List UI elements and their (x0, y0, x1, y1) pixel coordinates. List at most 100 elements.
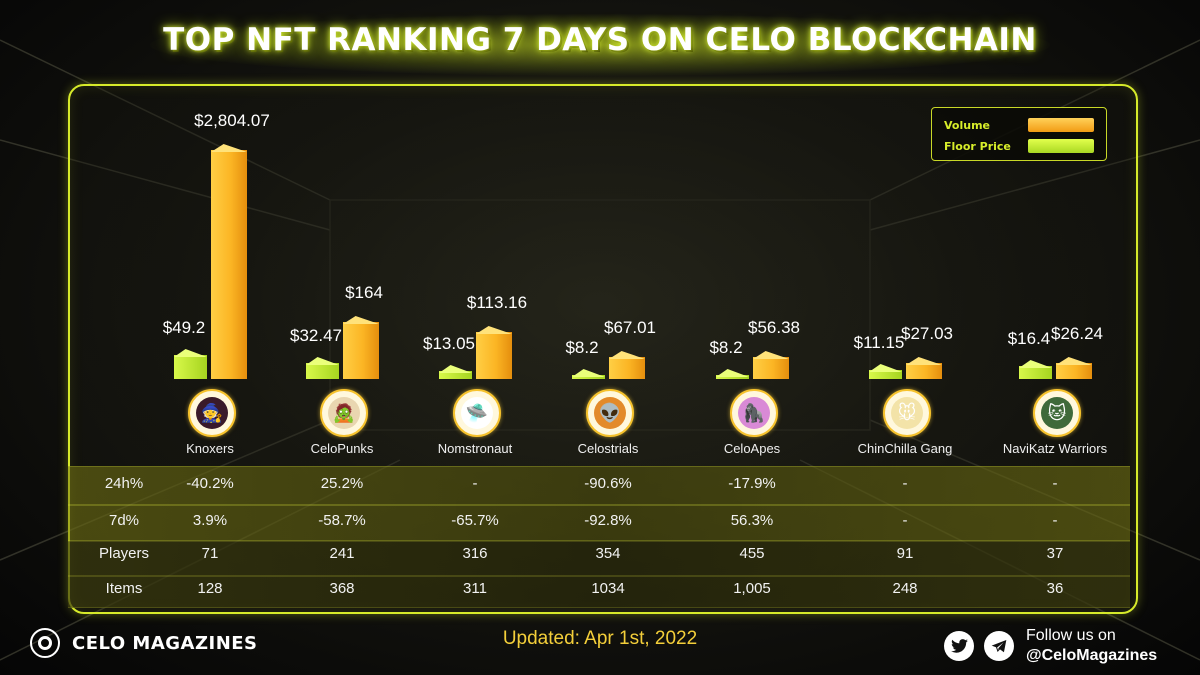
table-cell: -92.8% (584, 512, 632, 529)
chinchilla-logo-icon: 🐭 (883, 389, 931, 437)
follow-text: Follow us on @CeloMagazines (1026, 626, 1157, 666)
logo-ring: 🧟 (320, 389, 368, 437)
follow-line-1: Follow us on (1026, 627, 1116, 644)
knoxers-logo-icon: 🧙 (188, 389, 236, 437)
table-cell: 311 (463, 580, 487, 597)
telegram-icon[interactable] (984, 631, 1014, 661)
table-cell: 128 (197, 580, 223, 597)
volume-bar (211, 144, 247, 379)
navikatz-logo-icon-glyph: 🐱 (1041, 397, 1073, 429)
volume-value-label: $56.38 (748, 318, 800, 337)
floor-price-value-label: $13.05 (423, 334, 475, 353)
row-band-24h (68, 466, 1130, 505)
volume-bar (1056, 357, 1092, 379)
floor-price-bar (572, 369, 605, 379)
project-name: Nomstronaut (437, 441, 513, 456)
row-band-players (68, 541, 1130, 576)
table-cell: -90.6% (584, 475, 632, 492)
floor-price-value-label: $49.2 (163, 318, 206, 337)
nomstronaut-logo-icon: 🛸 (453, 389, 501, 437)
table-cell: 455 (739, 545, 765, 562)
table-cell: 91 (896, 545, 914, 562)
legend-swatch-floor-price (1028, 139, 1094, 153)
table-cell: -40.2% (186, 475, 234, 492)
floor-price-value-label: $16.4 (1008, 329, 1051, 348)
chart-panel (68, 84, 1138, 614)
table-cell: 241 (329, 545, 355, 562)
chart-legend: Volume Floor Price (931, 107, 1107, 161)
row-label: Players (98, 545, 150, 562)
table-cell: 316 (462, 545, 488, 562)
celopunks-logo-icon-glyph: 🧟 (328, 397, 360, 429)
floor-price-bar (716, 369, 749, 379)
table-cell: 368 (329, 580, 355, 597)
volume-value-label: $2,804.07 (194, 111, 270, 130)
row-label: Items (105, 580, 143, 597)
logo-ring: 🛸 (453, 389, 501, 437)
row-band-items (68, 576, 1130, 608)
project-name: NaviKatz Warriors (1002, 441, 1108, 456)
volume-bar (753, 351, 789, 379)
floor-price-value-label: $11.15 (854, 333, 905, 352)
table-cell: - (902, 512, 908, 529)
header: TOP NFT RANKING 7 DAYS ON CELO BLOCKCHAI… (0, 0, 1200, 80)
legend-swatch-volume (1028, 118, 1094, 132)
table-cell: 1034 (591, 580, 625, 597)
table-cell: -17.9% (728, 475, 776, 492)
brand-name: CELO MAGAZINES (72, 632, 258, 654)
row-label: 24h% (104, 475, 144, 492)
volume-bar (609, 351, 645, 379)
table-cell: 1,005 (733, 580, 771, 597)
volume-bar (476, 326, 512, 379)
logo-ring: 🦍 (730, 389, 778, 437)
legend-item-volume: Volume (944, 117, 1094, 133)
celoapes-logo-icon: 🦍 (730, 389, 778, 437)
celostrials-logo-icon: 👽 (586, 389, 634, 437)
title-glow (150, 14, 1050, 76)
floor-price-value-label: $8.2 (709, 338, 742, 357)
floor-price-value-label: $32.47 (290, 326, 342, 345)
table-cell: -58.7% (318, 512, 366, 529)
footer-brand: CELO MAGAZINES (30, 628, 258, 658)
project-name: Celostrials (577, 441, 639, 456)
volume-value-label: $67.01 (604, 318, 656, 337)
table-cell: - (472, 475, 478, 492)
follow-handle[interactable]: @CeloMagazines (1026, 647, 1158, 664)
table-cell: -65.7% (451, 512, 499, 529)
page-title: TOP NFT RANKING 7 DAYS ON CELO BLOCKCHAI… (163, 22, 1037, 58)
table-cell: 71 (201, 545, 219, 562)
row-band-7d (68, 505, 1130, 541)
logo-ring: 👽 (586, 389, 634, 437)
project-name: Knoxers (186, 441, 234, 456)
table-cell: 248 (892, 580, 918, 597)
table-cell: - (902, 475, 908, 492)
legend-item-floor-price: Floor Price (944, 138, 1094, 154)
table-cell: - (1052, 475, 1058, 492)
social-links: Follow us on @CeloMagazines (944, 626, 1157, 666)
updated-date: Updated: Apr 1st, 2022 (502, 628, 698, 649)
floor-price-value-label: $8.2 (565, 338, 598, 357)
celostrials-logo-icon-glyph: 👽 (594, 397, 626, 429)
floor-price-bar (869, 364, 902, 379)
celoapes-logo-icon-glyph: 🦍 (738, 397, 770, 429)
table-cell: 25.2% (320, 475, 364, 492)
chinchilla-logo-icon-glyph: 🐭 (891, 397, 923, 429)
row-label: 7d% (108, 512, 140, 529)
volume-value-label: $27.03 (901, 324, 953, 343)
celo-magazines-logo-icon (30, 628, 60, 658)
knoxers-logo-icon-glyph: 🧙 (196, 397, 228, 429)
project-name: ChinChilla Gang (857, 441, 953, 456)
logo-ring: 🧙 (188, 389, 236, 437)
nomstronaut-logo-icon-glyph: 🛸 (461, 397, 493, 429)
volume-value-label: $164 (345, 283, 383, 302)
logo-ring: 🐱 (1033, 389, 1081, 437)
twitter-icon[interactable] (944, 631, 974, 661)
volume-value-label: $113.16 (467, 293, 527, 312)
project-name: CeloApes (723, 441, 781, 456)
project-name: CeloPunks (310, 441, 374, 456)
volume-bar (343, 316, 379, 379)
table-cell: 37 (1046, 545, 1064, 562)
table-cell: 3.9% (192, 512, 228, 529)
table-cell: - (1052, 512, 1058, 529)
